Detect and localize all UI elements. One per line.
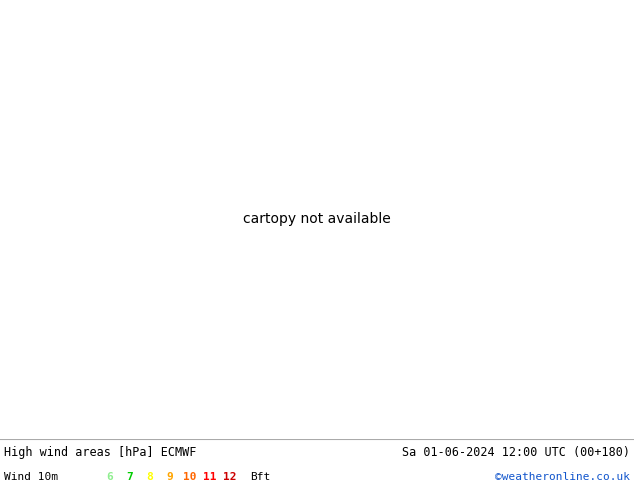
Text: Sa 01-06-2024 12:00 UTC (00+180): Sa 01-06-2024 12:00 UTC (00+180) xyxy=(402,446,630,460)
Text: 8: 8 xyxy=(146,472,153,482)
Text: 6: 6 xyxy=(107,472,113,482)
Text: 9: 9 xyxy=(167,472,173,482)
Text: ©weatheronline.co.uk: ©weatheronline.co.uk xyxy=(495,472,630,482)
Text: High wind areas [hPa] ECMWF: High wind areas [hPa] ECMWF xyxy=(4,446,197,460)
Text: 12: 12 xyxy=(223,472,236,482)
Text: 11: 11 xyxy=(204,472,217,482)
Text: 7: 7 xyxy=(127,472,133,482)
Text: 10: 10 xyxy=(183,472,197,482)
Text: Wind 10m: Wind 10m xyxy=(4,472,58,482)
Text: Bft: Bft xyxy=(250,472,270,482)
Text: cartopy not available: cartopy not available xyxy=(243,212,391,226)
